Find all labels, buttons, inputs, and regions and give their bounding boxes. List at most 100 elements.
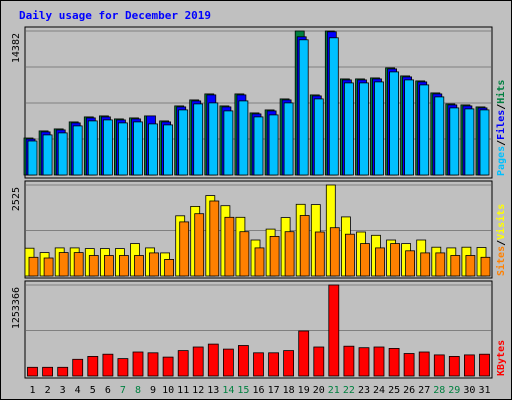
chart-title: Daily usage for December 2019 <box>19 9 211 22</box>
bar-kbytes-kbytes-day-5 <box>87 355 99 377</box>
x-tick-label-day-8: 8 <box>135 385 141 396</box>
bar-visits-sites-day-6 <box>104 255 114 277</box>
legend-entry: Hits <box>495 80 507 104</box>
bar-hits-pages-day-15 <box>238 100 249 176</box>
bar-hits-pages-day-27 <box>419 84 430 176</box>
legend-visits: Sites/Visits <box>495 204 507 276</box>
bar-visits-sites-day-11 <box>179 221 190 277</box>
x-tick-label-day-13: 13 <box>207 385 219 396</box>
bar-kbytes-kbytes-day-3 <box>57 366 69 377</box>
bar-kbytes-kbytes-day-1 <box>27 366 38 377</box>
bar-visits-sites-day-5 <box>88 255 99 277</box>
bar-visits-sites-day-7 <box>119 255 129 277</box>
bar-visits-sites-day-18 <box>284 231 295 277</box>
legend-entry: Files <box>495 110 507 140</box>
bar-visits-sites-day-25 <box>390 243 401 277</box>
bar-visits-sites-day-10 <box>164 258 175 277</box>
x-tick-label-day-4: 4 <box>75 385 81 396</box>
x-tick-label-day-6: 6 <box>105 385 111 396</box>
bar-kbytes-kbytes-day-16 <box>253 352 264 377</box>
bar-kbytes-kbytes-day-31 <box>479 353 490 377</box>
bar-visits-sites-day-9 <box>149 252 159 277</box>
bar-hits-pages-day-25 <box>389 71 400 176</box>
bar-kbytes-kbytes-day-2 <box>42 366 53 377</box>
y-max-label-hits: 14382 <box>11 33 22 63</box>
legend-entry: / <box>496 140 507 146</box>
bar-visits-sites-day-13 <box>209 200 220 277</box>
bar-kbytes-kbytes-day-18 <box>283 350 295 377</box>
bar-hits-pages-day-28 <box>434 96 445 176</box>
bar-kbytes-kbytes-day-4 <box>72 358 84 377</box>
bar-visits-sites-day-15 <box>239 231 250 277</box>
bar-visits-sites-day-17 <box>269 235 280 277</box>
bar-visits-sites-day-8 <box>134 255 144 277</box>
bar-visits-sites-day-30 <box>465 255 476 277</box>
bar-hits-pages-day-26 <box>404 79 415 176</box>
bar-visits-sites-day-31 <box>480 256 491 277</box>
legend-entry: Pages <box>496 146 507 176</box>
bar-hits-pages-day-2 <box>42 134 53 176</box>
bar-kbytes-kbytes-day-9 <box>147 352 159 377</box>
bar-hits-pages-day-13 <box>208 102 219 176</box>
bar-hits-pages-day-14 <box>223 110 234 176</box>
bar-kbytes-kbytes-day-10 <box>162 356 174 377</box>
legend-hits: Pages/Files/Hits <box>495 80 507 176</box>
bar-visits-sites-day-16 <box>254 247 265 277</box>
bar-hits-pages-day-10 <box>163 124 174 176</box>
bar-hits-pages-day-8 <box>133 121 143 176</box>
legend-entry: / <box>496 240 507 246</box>
x-tick-label-day-24: 24 <box>373 385 385 396</box>
bar-kbytes-kbytes-day-25 <box>388 347 400 377</box>
bar-hits-pages-day-29 <box>449 107 460 176</box>
bar-visits-sites-day-3 <box>58 252 69 277</box>
legend-kbytes: KBytes <box>496 340 507 376</box>
bar-hits-pages-day-20 <box>313 98 324 176</box>
bar-visits-sites-day-24 <box>375 247 385 277</box>
x-tick-label-day-21: 21 <box>328 385 340 396</box>
bar-kbytes-kbytes-day-29 <box>448 355 460 377</box>
y-max-label-kbytes: 1253366 <box>11 287 22 329</box>
bar-hits-pages-day-24 <box>374 81 384 176</box>
bar-kbytes-kbytes-day-11 <box>177 350 189 377</box>
bar-hits-pages-day-22 <box>343 82 354 176</box>
bar-kbytes-kbytes-day-26 <box>403 353 415 377</box>
bar-visits-sites-day-22 <box>344 233 355 277</box>
bar-visits-sites-day-23 <box>360 243 370 277</box>
x-tick-label-day-10: 10 <box>162 385 174 396</box>
legend-entry: Sites <box>495 246 507 276</box>
x-tick-label-day-16: 16 <box>252 385 264 396</box>
bar-hits-pages-day-19 <box>298 39 309 176</box>
x-tick-label-day-23: 23 <box>358 385 370 396</box>
x-tick-label-day-26: 26 <box>403 385 415 396</box>
bar-kbytes-kbytes-day-14 <box>222 348 234 377</box>
bar-visits-sites-day-19 <box>299 215 310 277</box>
bar-kbytes-kbytes-day-12 <box>192 346 204 377</box>
x-tick-label-day-7: 7 <box>120 385 126 396</box>
x-tick-label-day-19: 19 <box>298 385 310 396</box>
bar-hits-pages-day-1 <box>27 140 38 176</box>
bar-kbytes-kbytes-day-21 <box>328 284 340 377</box>
bar-visits-sites-day-20 <box>314 231 325 277</box>
x-tick-label-day-20: 20 <box>313 385 325 396</box>
x-tick-label-day-14: 14 <box>222 385 234 396</box>
x-tick-label-day-17: 17 <box>268 385 280 396</box>
bar-visits-sites-day-29 <box>450 255 461 277</box>
x-tick-label-day-31: 31 <box>478 385 490 396</box>
x-tick-label-day-1: 1 <box>29 385 35 396</box>
bar-hits-pages-day-21 <box>328 37 339 176</box>
x-tick-label-day-15: 15 <box>237 385 249 396</box>
x-tick-label-day-22: 22 <box>343 385 355 396</box>
bar-kbytes-kbytes-day-13 <box>207 343 219 377</box>
x-tick-label-day-9: 9 <box>150 385 156 396</box>
bar-kbytes-kbytes-day-22 <box>343 345 355 377</box>
bar-hits-pages-day-3 <box>57 132 68 176</box>
bar-hits-pages-day-23 <box>359 82 369 176</box>
x-tick-label-day-28: 28 <box>433 385 445 396</box>
bar-visits-sites-day-12 <box>194 213 205 277</box>
bar-visits-sites-day-26 <box>405 250 416 277</box>
x-tick-label-day-12: 12 <box>192 385 204 396</box>
x-tick-label-day-3: 3 <box>60 385 66 396</box>
bar-hits-pages-day-18 <box>283 102 294 176</box>
